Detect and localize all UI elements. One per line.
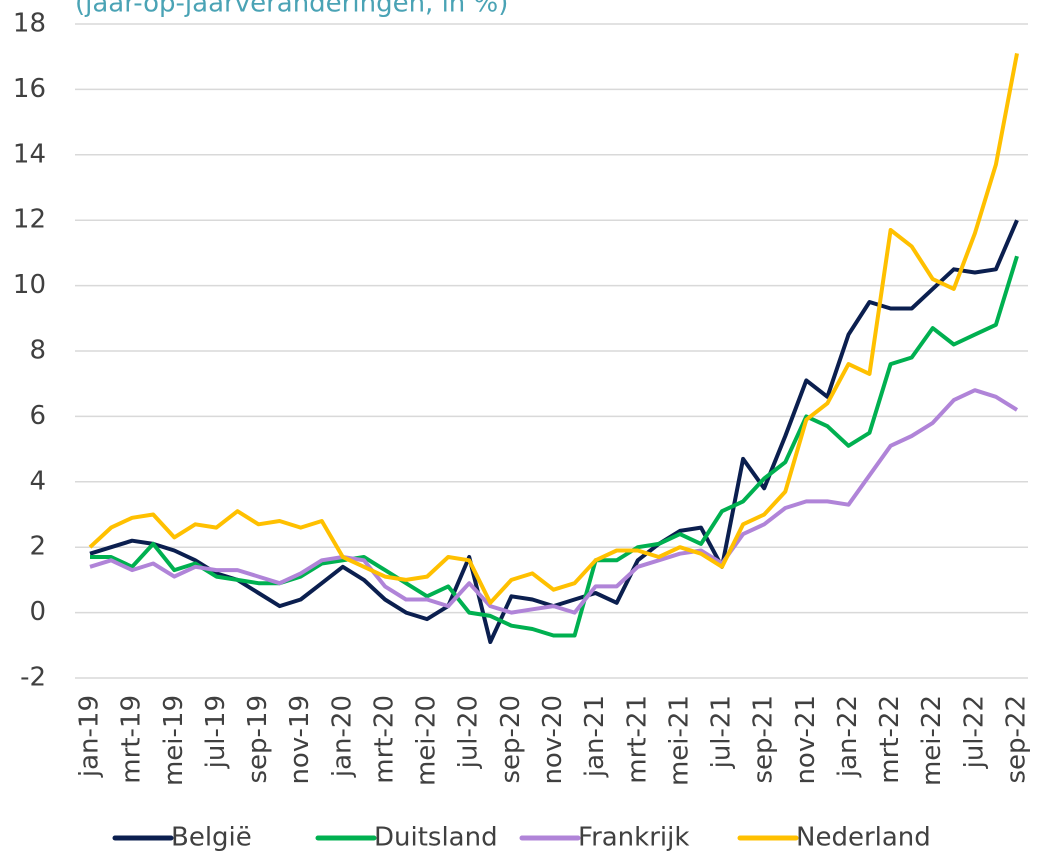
y-tick-label: 16 (13, 74, 46, 104)
x-tick-label: jul-22 (959, 695, 989, 769)
x-tick-label: mrt-22 (875, 695, 905, 784)
x-tick-label: sep-19 (243, 695, 273, 784)
y-tick-label: 14 (13, 139, 46, 169)
x-tick-label: sep-21 (749, 695, 779, 784)
y-tick-label: 10 (13, 270, 46, 300)
x-tick-label: sep-20 (496, 695, 526, 784)
x-tick-label: jan-22 (833, 695, 863, 778)
x-tick-label: jan-19 (75, 695, 105, 778)
x-tick-label: mei-19 (159, 695, 189, 786)
x-tick-label: sep-22 (1002, 695, 1032, 784)
x-tick-label: mrt-21 (622, 695, 652, 784)
y-tick-label: 8 (29, 336, 46, 366)
x-tick-label: jan-20 (327, 695, 357, 778)
y-tick-label: 12 (13, 205, 46, 235)
y-tick-label: 0 (29, 597, 46, 627)
x-tick-label: mrt-19 (117, 695, 147, 784)
legend-label: Frankrijk (578, 823, 689, 853)
chart-subtitle: (jaar-op-jaarveranderingen, in %) (75, 0, 508, 19)
series-line (89, 388, 1019, 615)
x-tick-label: jul-19 (201, 695, 231, 769)
x-tick-label: mei-20 (412, 695, 442, 786)
x-tick-label: mei-22 (917, 695, 947, 786)
x-tick-label: nov-20 (538, 695, 568, 785)
legend-label: Duitsland (374, 823, 498, 853)
legend-label: België (171, 823, 252, 853)
series-line (90, 255, 1019, 638)
legend-label: Nederland (796, 823, 931, 853)
y-tick-label: 18 (13, 9, 46, 39)
x-tick-label: mei-21 (664, 695, 694, 786)
x-tick-label: mrt-20 (369, 695, 399, 784)
x-tick-label: jan-21 (580, 695, 610, 778)
y-tick-label: 6 (29, 401, 46, 431)
x-tick-label: nov-21 (791, 695, 821, 785)
series-line (88, 53, 1019, 605)
x-tick-label: jul-20 (454, 695, 484, 769)
y-tick-label: -2 (20, 663, 46, 693)
y-tick-label: 2 (29, 532, 46, 562)
x-tick-label: nov-19 (285, 695, 315, 785)
y-tick-label: 4 (29, 466, 46, 496)
x-tick-label: jul-21 (707, 695, 737, 769)
